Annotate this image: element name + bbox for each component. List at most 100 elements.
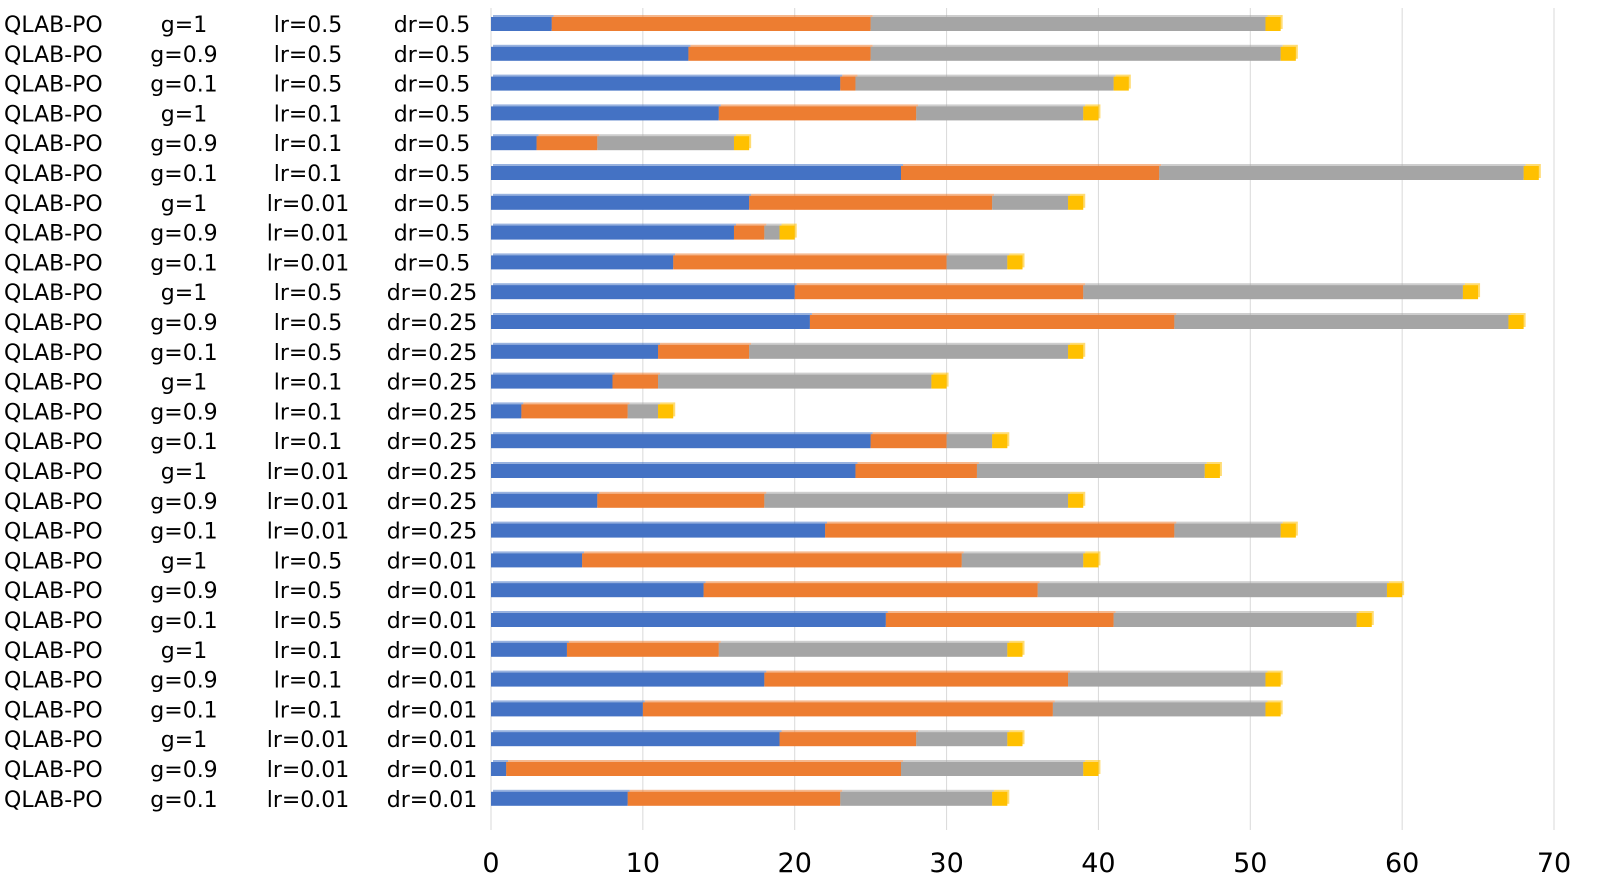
category-label: dr=0.5 <box>394 222 470 247</box>
x-tick-label: 70 <box>1537 848 1571 879</box>
x-tick-label: 40 <box>1081 848 1115 879</box>
category-label: g=1 <box>161 192 207 217</box>
category-label: lr=0.5 <box>274 73 343 98</box>
category-label: dr=0.5 <box>394 251 470 276</box>
bar-segment <box>491 791 628 806</box>
category-label: QLAB-PO <box>4 162 103 187</box>
bar-segment <box>749 344 1069 359</box>
bar-segment <box>992 195 1069 210</box>
bar-segment <box>597 136 734 151</box>
category-label: dr=0.5 <box>394 132 470 157</box>
category-label: g=0.9 <box>150 669 217 694</box>
bar-segment <box>1083 285 1463 300</box>
category-label: g=0.9 <box>150 43 217 68</box>
category-label: dr=0.25 <box>387 341 477 366</box>
bar-segment <box>901 166 1160 180</box>
bar-segment <box>1508 315 1524 329</box>
category-label: dr=0.5 <box>394 192 470 217</box>
bar-segment <box>764 672 1069 687</box>
bar-segment <box>658 374 932 389</box>
bar-segment <box>931 374 947 389</box>
bar-segment <box>1265 672 1281 687</box>
bar-segment <box>1523 166 1539 180</box>
category-label: dr=0.5 <box>394 73 470 98</box>
bar-segment <box>1204 464 1220 478</box>
bar-segment <box>582 553 962 568</box>
bar-segment <box>840 76 856 91</box>
bar-segment <box>536 136 598 151</box>
bar-segment <box>885 613 1114 627</box>
category-label: g=0.1 <box>150 430 217 455</box>
category-label: QLAB-PO <box>4 222 103 247</box>
category-label: dr=0.25 <box>387 430 477 455</box>
category-label: QLAB-PO <box>4 73 103 98</box>
bar-segment <box>733 136 750 151</box>
category-label: g=1 <box>161 102 207 127</box>
category-label: g=0.1 <box>150 520 217 545</box>
x-axis-ticks: 0 10 20 30 40 50 60 70 <box>482 848 1571 879</box>
bar-segment <box>491 642 567 657</box>
bar-segment <box>491 374 613 389</box>
category-label: dr=0.01 <box>387 698 477 723</box>
bar-segment <box>597 493 765 508</box>
bar-segment <box>491 583 704 598</box>
category-label: dr=0.01 <box>387 609 477 634</box>
category-label: g=1 <box>161 728 207 753</box>
category-label: QLAB-PO <box>4 669 103 694</box>
bar-segment <box>491 732 780 747</box>
bar-segment <box>855 464 977 478</box>
bar-segment <box>1356 613 1372 627</box>
x-tick-label: 0 <box>482 848 499 879</box>
bar-segment <box>901 762 1084 776</box>
category-label: QLAB-PO <box>4 460 103 485</box>
bar-segment <box>1007 255 1023 270</box>
bar-segment <box>1462 285 1479 300</box>
category-label: lr=0.01 <box>267 788 350 813</box>
bar-segment <box>976 464 1205 478</box>
bar-segment <box>870 434 947 449</box>
category-label: QLAB-PO <box>4 132 103 157</box>
category-label: lr=0.5 <box>274 579 343 604</box>
bar-segment <box>491 166 902 180</box>
bar-segment <box>946 434 993 449</box>
bar-segment <box>491 434 871 449</box>
category-label: dr=0.01 <box>387 758 477 783</box>
bar-segment <box>658 344 750 359</box>
category-label: dr=0.25 <box>387 371 477 396</box>
category-label: g=0.9 <box>150 132 217 157</box>
bar-segment <box>612 374 659 389</box>
bar-segment <box>1265 17 1281 31</box>
x-tick-label: 20 <box>778 848 812 879</box>
category-label: QLAB-PO <box>4 430 103 455</box>
bar-segment <box>718 106 917 121</box>
bar-segment <box>491 404 522 419</box>
bar-segment <box>1052 702 1266 717</box>
category-label: g=0.1 <box>150 73 217 98</box>
category-label: g=0.1 <box>150 698 217 723</box>
bar-segment <box>688 46 871 61</box>
category-label: dr=0.01 <box>387 728 477 753</box>
bar-segment <box>491 285 795 300</box>
bar-segment <box>992 791 1008 806</box>
category-label: dr=0.01 <box>387 669 477 694</box>
bar-segment <box>1159 166 1524 180</box>
bar-segment <box>916 106 1084 121</box>
category-label: lr=0.1 <box>274 669 343 694</box>
category-label: QLAB-PO <box>4 102 103 127</box>
bar-segment <box>491 255 674 270</box>
bar-segment <box>642 702 1053 717</box>
bar-segment <box>809 315 1175 329</box>
category-label: lr=0.01 <box>267 251 350 276</box>
category-label: g=0.9 <box>150 579 217 604</box>
category-label: QLAB-PO <box>4 788 103 813</box>
bar-segment <box>627 404 659 419</box>
bar-segment <box>992 434 1008 449</box>
category-label: lr=0.5 <box>274 341 343 366</box>
category-label: lr=0.1 <box>274 430 343 455</box>
category-label: QLAB-PO <box>4 43 103 68</box>
bar-segment <box>1007 642 1023 657</box>
category-label: dr=0.01 <box>387 639 477 664</box>
category-label: dr=0.01 <box>387 788 477 813</box>
bar-segment <box>491 523 826 538</box>
bar-segment <box>1037 583 1387 598</box>
